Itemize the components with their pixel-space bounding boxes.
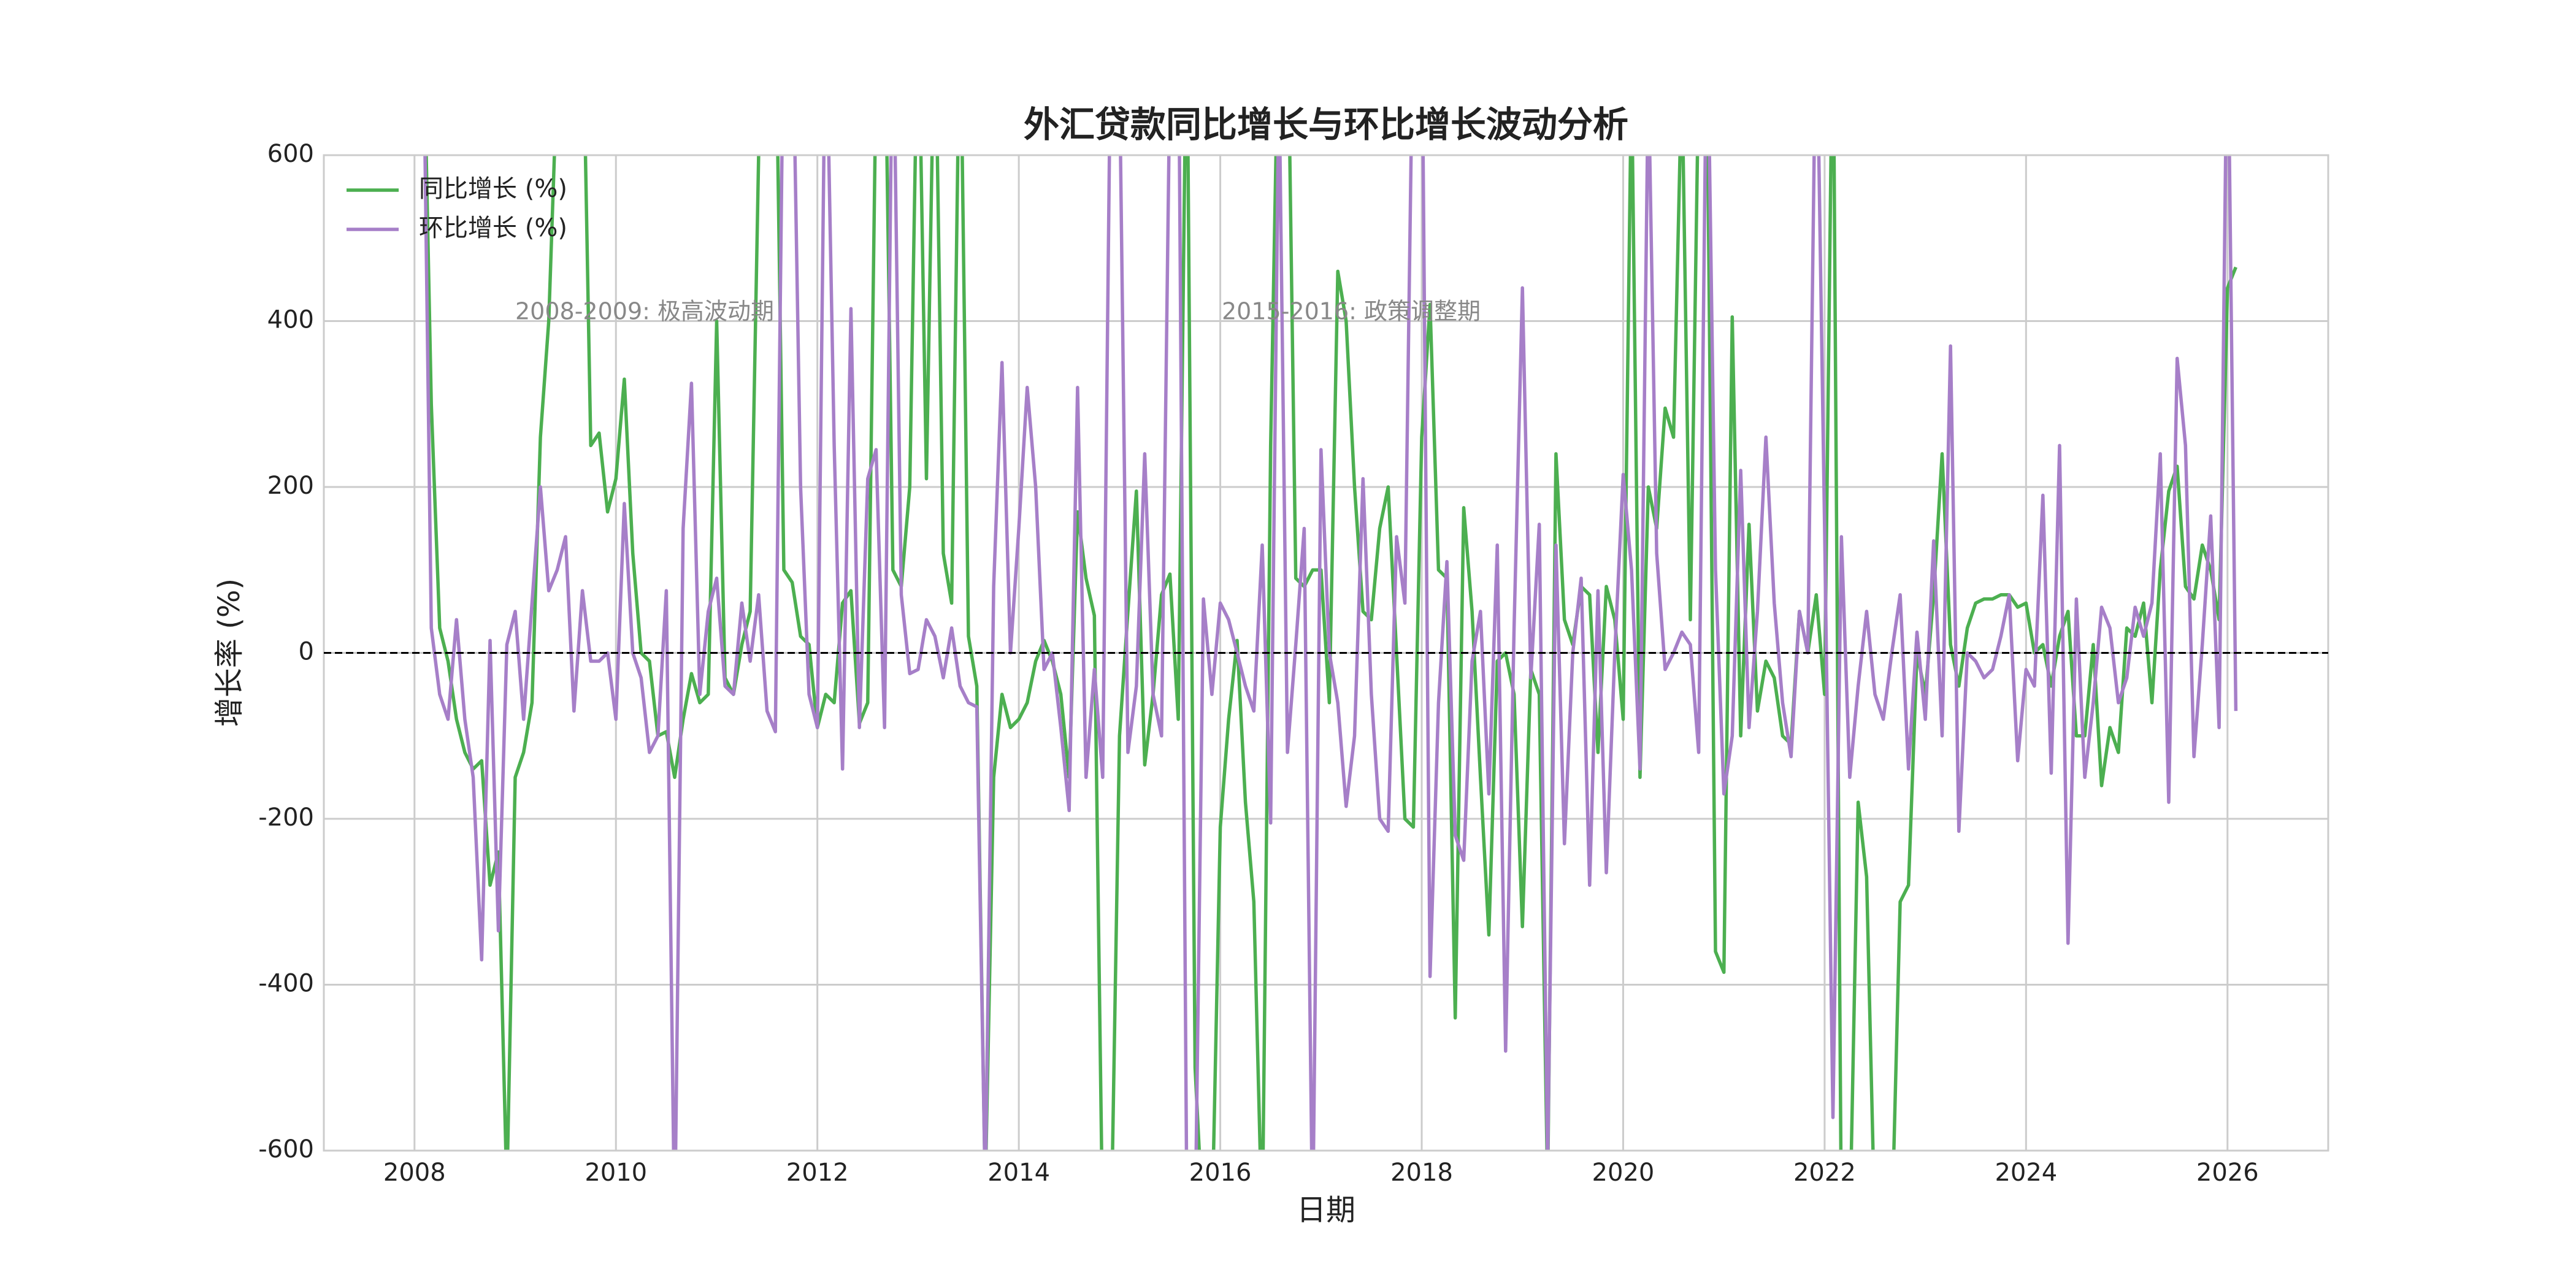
x-tick-label: 2020 [1592,1159,1655,1187]
x-tick-label: 2018 [1390,1159,1453,1187]
y-tick-label: -400 [258,970,314,998]
x-axis-label: 日期 [1297,1193,1355,1227]
x-tick-label: 2026 [2196,1159,2259,1187]
y-tick-label: -200 [258,803,314,832]
x-tick-label: 2012 [786,1159,849,1187]
x-tick-label: 2014 [987,1159,1050,1187]
x-tick-label: 2010 [585,1159,647,1187]
overlay: 2008 2010 2012 2014 2016 2018 2020 2022 2024 2026… [258,140,2328,1187]
x-tick-label: 2008 [383,1159,446,1187]
y-tick-label: 400 [267,306,314,334]
x-tick-label: 2022 [1793,1159,1856,1187]
y-tick-label: -600 [258,1135,314,1163]
y-tick-label: 600 [267,140,314,168]
legend-label: 同比增长 (%) [419,175,567,203]
y-tick-label: 200 [267,472,314,500]
annotation: 2015-2016: 政策调整期 [1222,298,1481,325]
data-line [423,155,2238,1151]
legend-label: 环比增长 (%) [419,214,567,242]
plot-area [423,155,2238,1151]
annotation: 2008-2009: 极高波动期 [515,298,774,325]
chart-title: 外汇贷款同比增长与环比增长波动分析 [1024,104,1628,145]
y-axis-label: 增长率 (%) [212,578,247,727]
x-tick-label: 2024 [1995,1159,2057,1187]
x-tick-label: 2016 [1189,1159,1252,1187]
y-tick-label: 0 [299,638,314,666]
